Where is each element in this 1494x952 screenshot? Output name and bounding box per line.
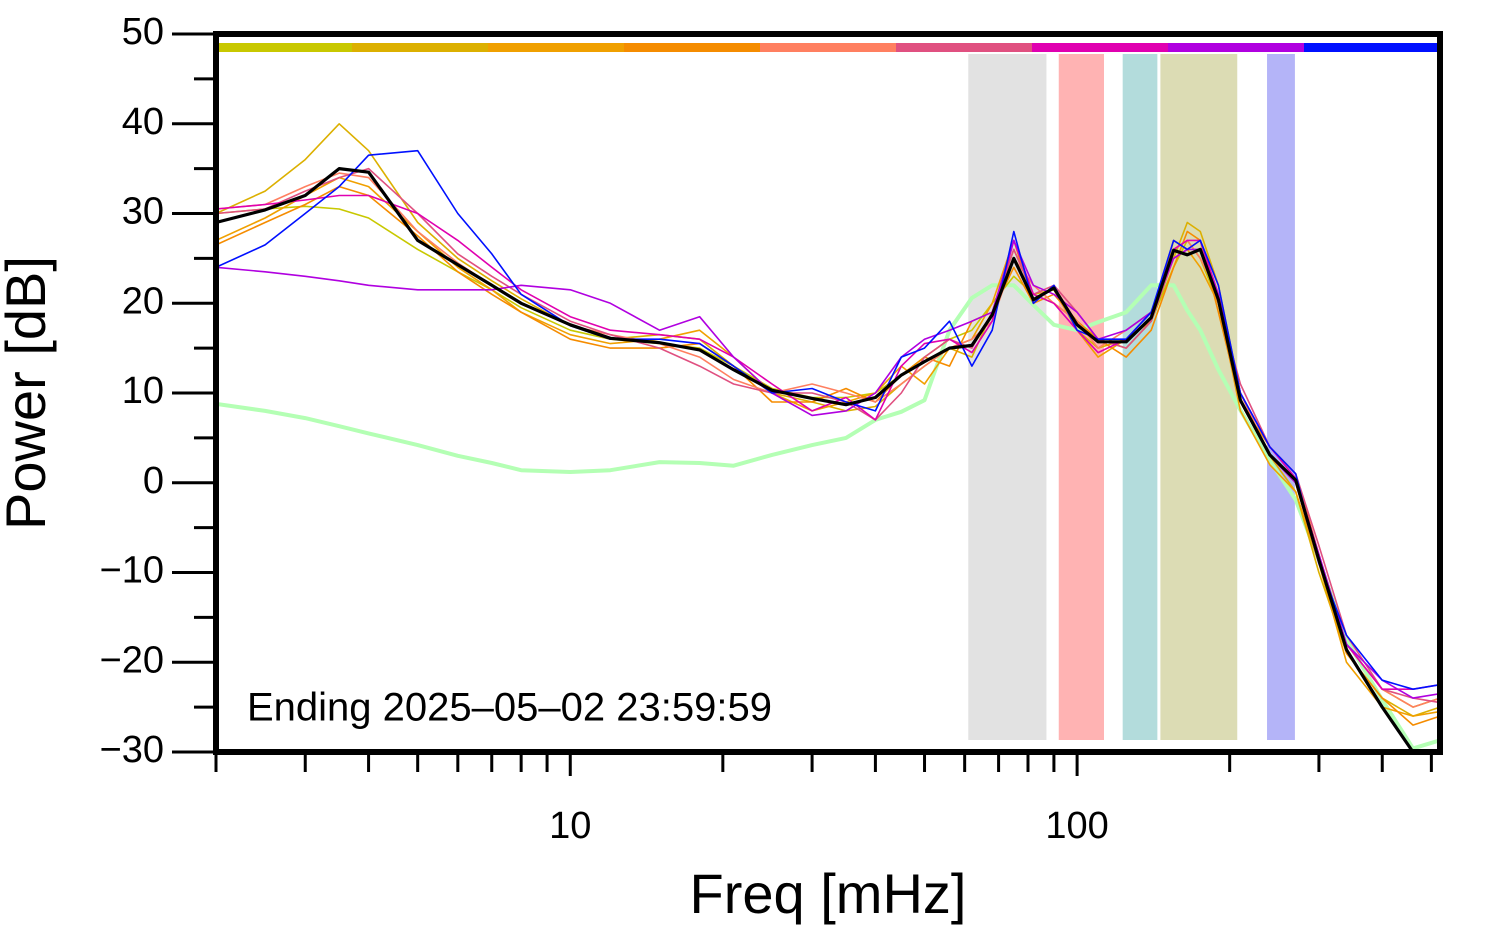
y-tick-label: −10 — [100, 550, 164, 592]
x-tick-label: 100 — [1045, 805, 1108, 847]
series-line — [216, 176, 1440, 717]
colorbar-segment — [216, 43, 352, 52]
series-line — [216, 149, 1440, 690]
series-line — [216, 239, 1440, 699]
x-tick-label: 10 — [549, 805, 591, 847]
y-tick-label: 0 — [143, 460, 164, 502]
series-line — [216, 167, 1440, 752]
colorbar-segment — [760, 43, 896, 52]
plot-frame — [213, 31, 1443, 755]
colorbar-segment — [896, 43, 1032, 52]
band — [1058, 54, 1105, 740]
y-tick-label: 50 — [122, 11, 164, 53]
colorbar-segment — [352, 43, 488, 52]
series-line — [216, 205, 1440, 708]
series-line — [216, 185, 1440, 726]
y-tick-label: −30 — [100, 729, 164, 771]
y-tick-label: 20 — [122, 280, 164, 322]
series-line — [216, 283, 1440, 751]
x-axis-label: Freq [mHz] — [690, 862, 967, 925]
y-tick-label: 10 — [122, 370, 164, 412]
band — [1267, 54, 1295, 740]
annotation: Ending 2025–05–02 23:59:59 — [247, 686, 772, 730]
colorbar-segment — [1304, 43, 1440, 52]
colorbar-segment — [624, 43, 760, 52]
band — [1122, 54, 1158, 740]
y-tick-label: 30 — [122, 191, 164, 233]
y-tick-label: −20 — [100, 639, 164, 681]
band — [968, 54, 1047, 740]
colorbar-segment — [488, 43, 624, 52]
band — [1160, 54, 1238, 740]
colorbar-segment — [1032, 43, 1168, 52]
y-tick-label: 40 — [122, 101, 164, 143]
colorbar-segment — [1168, 43, 1304, 52]
y-axis-label: Power [dB] — [0, 256, 57, 530]
